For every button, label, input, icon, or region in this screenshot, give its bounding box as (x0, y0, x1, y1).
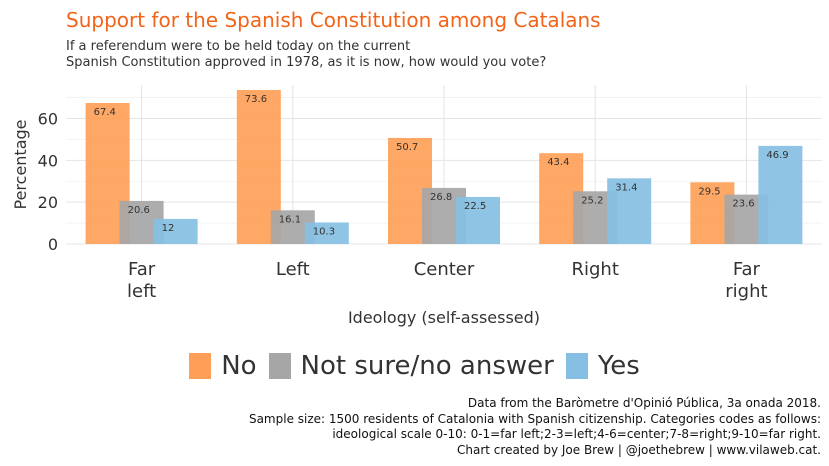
data-label: 50.7 (396, 142, 418, 153)
y-tick-label: 60 (38, 109, 58, 128)
bar (456, 196, 500, 244)
data-label: 25.2 (581, 195, 603, 206)
data-label: 26.8 (430, 192, 452, 203)
x-axis-title: Ideology (self-assessed) (348, 308, 540, 327)
legend-label: Yes (597, 351, 640, 381)
legend-swatch (268, 353, 291, 379)
legend-item: Yes (565, 351, 640, 381)
legend-swatch (189, 353, 212, 379)
x-tick-label: Right (571, 259, 618, 280)
x-tick-label: Far right (725, 259, 767, 302)
chart-title: Support for the Spanish Constitution amo… (66, 8, 601, 32)
bar (607, 178, 652, 244)
data-label: 22.5 (464, 201, 486, 212)
x-tick-label: Left (276, 259, 310, 280)
data-label: 29.5 (698, 186, 720, 197)
data-label: 43.4 (547, 157, 569, 168)
data-label: 20.6 (128, 205, 150, 216)
chart-subtitle: If a referendum were to be held today on… (66, 39, 547, 70)
legend-item: Not sure/no answer (268, 351, 554, 381)
y-axis-title: Percentage (11, 119, 30, 209)
data-label: 23.6 (732, 199, 754, 210)
bar (153, 218, 198, 244)
legend-label: Not sure/no answer (300, 351, 554, 381)
legend-item: No (189, 351, 257, 381)
legend-swatch (565, 353, 588, 379)
data-label: 16.1 (279, 214, 301, 225)
y-tick-label: 20 (38, 193, 58, 212)
data-label: 12 (162, 223, 175, 234)
data-label: 10.3 (313, 226, 335, 237)
data-label: 67.4 (94, 107, 116, 118)
x-tick-label: Far left (127, 259, 156, 302)
chart-plot: 67.4 73.6 50.7 43.4 29.5 20.6 16.1 26.8 25.2 23.6… (11, 85, 822, 327)
data-label: 31.4 (615, 182, 637, 193)
chart-caption: Data from the Baròmetre d'Opinió Pública… (248, 396, 821, 457)
data-label: 46.9 (766, 150, 788, 161)
data-label: 73.6 (245, 94, 267, 105)
y-tick-label: 40 (38, 151, 58, 170)
bar (304, 222, 349, 244)
legend-label: No (221, 351, 257, 381)
y-tick-label: 0 (48, 235, 58, 254)
chart-legend: No Not sure/no answer Yes (0, 349, 829, 383)
bar (758, 145, 803, 244)
x-tick-label: Center (414, 259, 475, 280)
